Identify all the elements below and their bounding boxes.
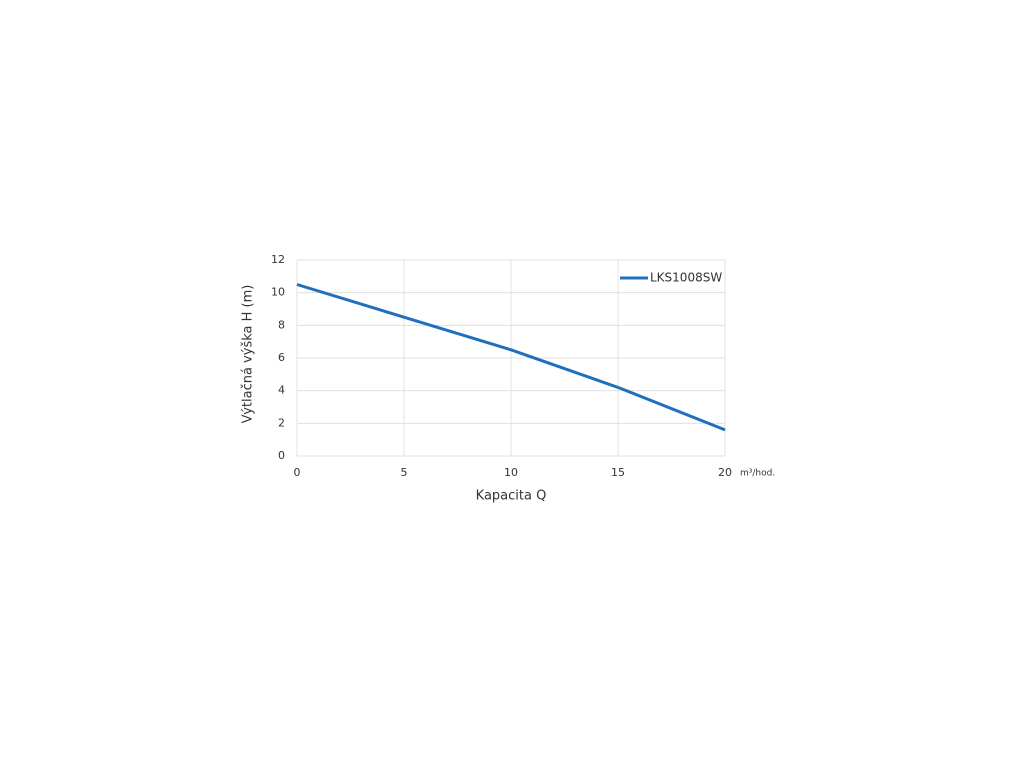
y-tick-label: 2 xyxy=(278,416,285,429)
x-tick-label: 0 xyxy=(294,466,301,479)
x-tick-label: 20 xyxy=(718,466,732,479)
y-tick-label: 8 xyxy=(278,318,285,331)
x-axis-title: Kapacita Q xyxy=(476,489,547,504)
x-tick-label: 10 xyxy=(504,466,518,479)
x-tick-label: 15 xyxy=(611,466,625,479)
y-tick-label: 6 xyxy=(278,351,285,364)
x-tick-label: 5 xyxy=(401,466,408,479)
x-unit: m³/hod. xyxy=(740,469,775,479)
data-line xyxy=(296,283,726,432)
y-tick-label: 12 xyxy=(271,253,285,266)
y-tick-label: 10 xyxy=(271,286,285,299)
y-tick-label: 0 xyxy=(278,449,285,462)
y-axis-title: Výtlačná výška H (m) xyxy=(241,285,256,424)
legend-label: LKS1008SW xyxy=(650,271,722,285)
y-tick-label: 4 xyxy=(278,384,285,397)
